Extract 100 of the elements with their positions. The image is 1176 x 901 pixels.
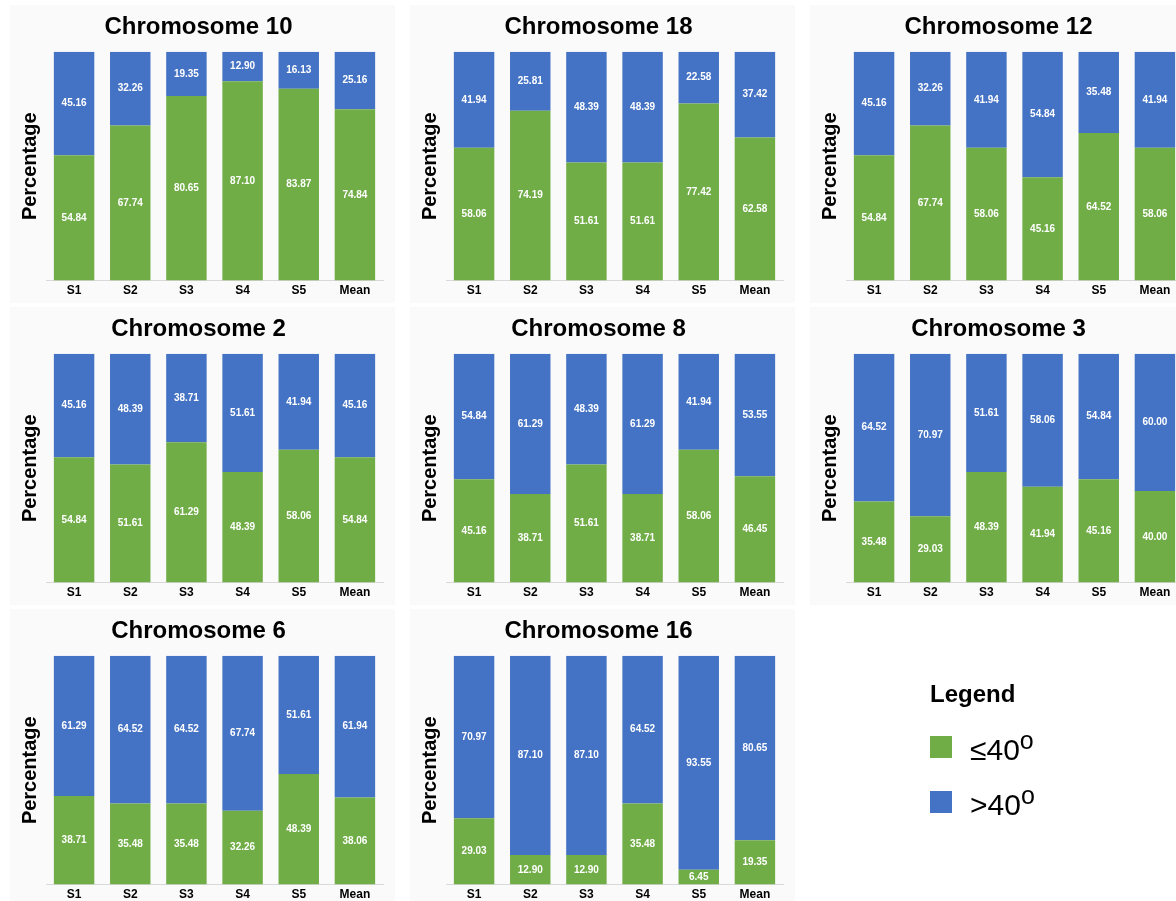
x-tick-label: S2 bbox=[122, 283, 138, 298]
x-tick-label: Mean bbox=[739, 283, 771, 298]
y-axis-title: Percentage bbox=[817, 414, 840, 523]
data-label: 51.61 bbox=[117, 517, 144, 529]
data-label: 41.94 bbox=[461, 93, 488, 105]
bar bbox=[622, 353, 663, 495]
data-label: 32.26 bbox=[117, 82, 144, 94]
x-tick-label: S3 bbox=[579, 283, 595, 298]
bar bbox=[1022, 177, 1063, 281]
data-label: 67.74 bbox=[117, 196, 144, 208]
x-tick-label: S3 bbox=[179, 283, 195, 298]
x-tick-label: S4 bbox=[1035, 283, 1051, 298]
bar bbox=[1022, 486, 1063, 583]
bar bbox=[966, 471, 1007, 583]
x-tick-label: S5 bbox=[1091, 585, 1107, 600]
bar bbox=[566, 51, 607, 163]
bar bbox=[453, 147, 495, 281]
data-label: 35.48 bbox=[630, 837, 656, 849]
bar bbox=[622, 803, 663, 885]
y-axis-title: Percentage bbox=[817, 112, 840, 221]
bar bbox=[1022, 353, 1063, 487]
data-label: 35.48 bbox=[1086, 86, 1112, 98]
y-axis-title: Percentage bbox=[417, 716, 440, 825]
x-tick-label: S3 bbox=[179, 887, 195, 901]
x-tick-label: S3 bbox=[979, 283, 995, 298]
data-label: 29.03 bbox=[461, 845, 488, 857]
x-tick-label: S5 bbox=[691, 585, 707, 600]
bar bbox=[510, 110, 551, 281]
y-axis-title: Percentage bbox=[17, 112, 40, 221]
y-axis-title: Percentage bbox=[17, 414, 40, 523]
y-axis-title: Percentage bbox=[417, 414, 440, 523]
legend-title: Legend bbox=[930, 680, 1017, 708]
data-label: 58.06 bbox=[461, 207, 488, 219]
data-label: 87.10 bbox=[573, 749, 600, 761]
bar bbox=[734, 51, 776, 138]
bar bbox=[53, 796, 95, 885]
bar bbox=[622, 162, 663, 281]
x-tick-label: S4 bbox=[635, 283, 651, 298]
bar bbox=[966, 353, 1007, 472]
bar bbox=[334, 353, 376, 458]
bar bbox=[222, 655, 263, 811]
data-label: 60.00 bbox=[1142, 416, 1168, 428]
data-label: 38.71 bbox=[173, 391, 200, 403]
bar bbox=[566, 353, 607, 465]
bar bbox=[734, 476, 776, 583]
data-label: 41.94 bbox=[973, 93, 1000, 105]
data-label: 41.94 bbox=[286, 395, 312, 407]
x-tick-label: S1 bbox=[466, 887, 482, 901]
data-label: 48.39 bbox=[117, 402, 144, 414]
x-tick-label: S2 bbox=[922, 585, 938, 600]
bar bbox=[166, 353, 207, 443]
bar bbox=[110, 353, 151, 465]
data-label: 35.48 bbox=[861, 535, 888, 547]
bar bbox=[622, 655, 663, 804]
data-label: 54.84 bbox=[1030, 108, 1056, 120]
bar bbox=[1078, 132, 1119, 281]
chart-title: Chromosome 8 bbox=[511, 314, 686, 342]
data-label: 32.26 bbox=[917, 82, 944, 94]
bar bbox=[966, 51, 1007, 148]
bar bbox=[453, 51, 495, 148]
data-label: 29.03 bbox=[917, 543, 944, 555]
data-label: 12.90 bbox=[517, 863, 544, 875]
x-tick-label: S4 bbox=[635, 887, 651, 901]
y-axis-title: Percentage bbox=[417, 112, 440, 221]
data-label: 48.39 bbox=[286, 822, 312, 834]
bar bbox=[910, 353, 951, 517]
data-label: 35.48 bbox=[173, 837, 200, 849]
data-label: 61.29 bbox=[630, 417, 656, 429]
data-label: 16.13 bbox=[286, 64, 312, 75]
bar bbox=[453, 479, 495, 583]
data-label: 46.45 bbox=[742, 523, 768, 535]
data-label: 6.45 bbox=[689, 870, 709, 882]
y-axis-title: Percentage bbox=[17, 716, 40, 825]
data-label: 83.87 bbox=[286, 178, 312, 190]
chart-title: Chromosome 18 bbox=[504, 12, 693, 40]
bar bbox=[166, 51, 207, 97]
bar bbox=[334, 51, 376, 110]
bar bbox=[734, 655, 776, 841]
data-label: 61.29 bbox=[61, 719, 88, 731]
data-label: 38.71 bbox=[630, 532, 656, 544]
chart-title: Chromosome 3 bbox=[911, 314, 1086, 342]
bar bbox=[1134, 51, 1176, 148]
data-label: 54.84 bbox=[461, 410, 488, 422]
x-tick-label: Mean bbox=[1139, 585, 1171, 600]
data-label: 48.39 bbox=[230, 520, 256, 532]
x-tick-label: S3 bbox=[979, 585, 995, 600]
bar bbox=[278, 353, 319, 450]
bar bbox=[334, 109, 376, 281]
data-label: 64.52 bbox=[630, 723, 656, 735]
data-label: 80.65 bbox=[173, 182, 200, 194]
data-label: 54.84 bbox=[1086, 410, 1112, 422]
data-label: 51.61 bbox=[573, 517, 600, 529]
x-tick-label: S2 bbox=[122, 585, 138, 600]
data-label: 38.71 bbox=[517, 532, 544, 544]
bar bbox=[1078, 353, 1119, 480]
data-label: 67.74 bbox=[230, 727, 256, 739]
data-label: 51.61 bbox=[630, 215, 656, 227]
data-label: 41.94 bbox=[1142, 93, 1168, 105]
bar bbox=[53, 155, 95, 281]
data-label: 45.16 bbox=[461, 524, 488, 536]
